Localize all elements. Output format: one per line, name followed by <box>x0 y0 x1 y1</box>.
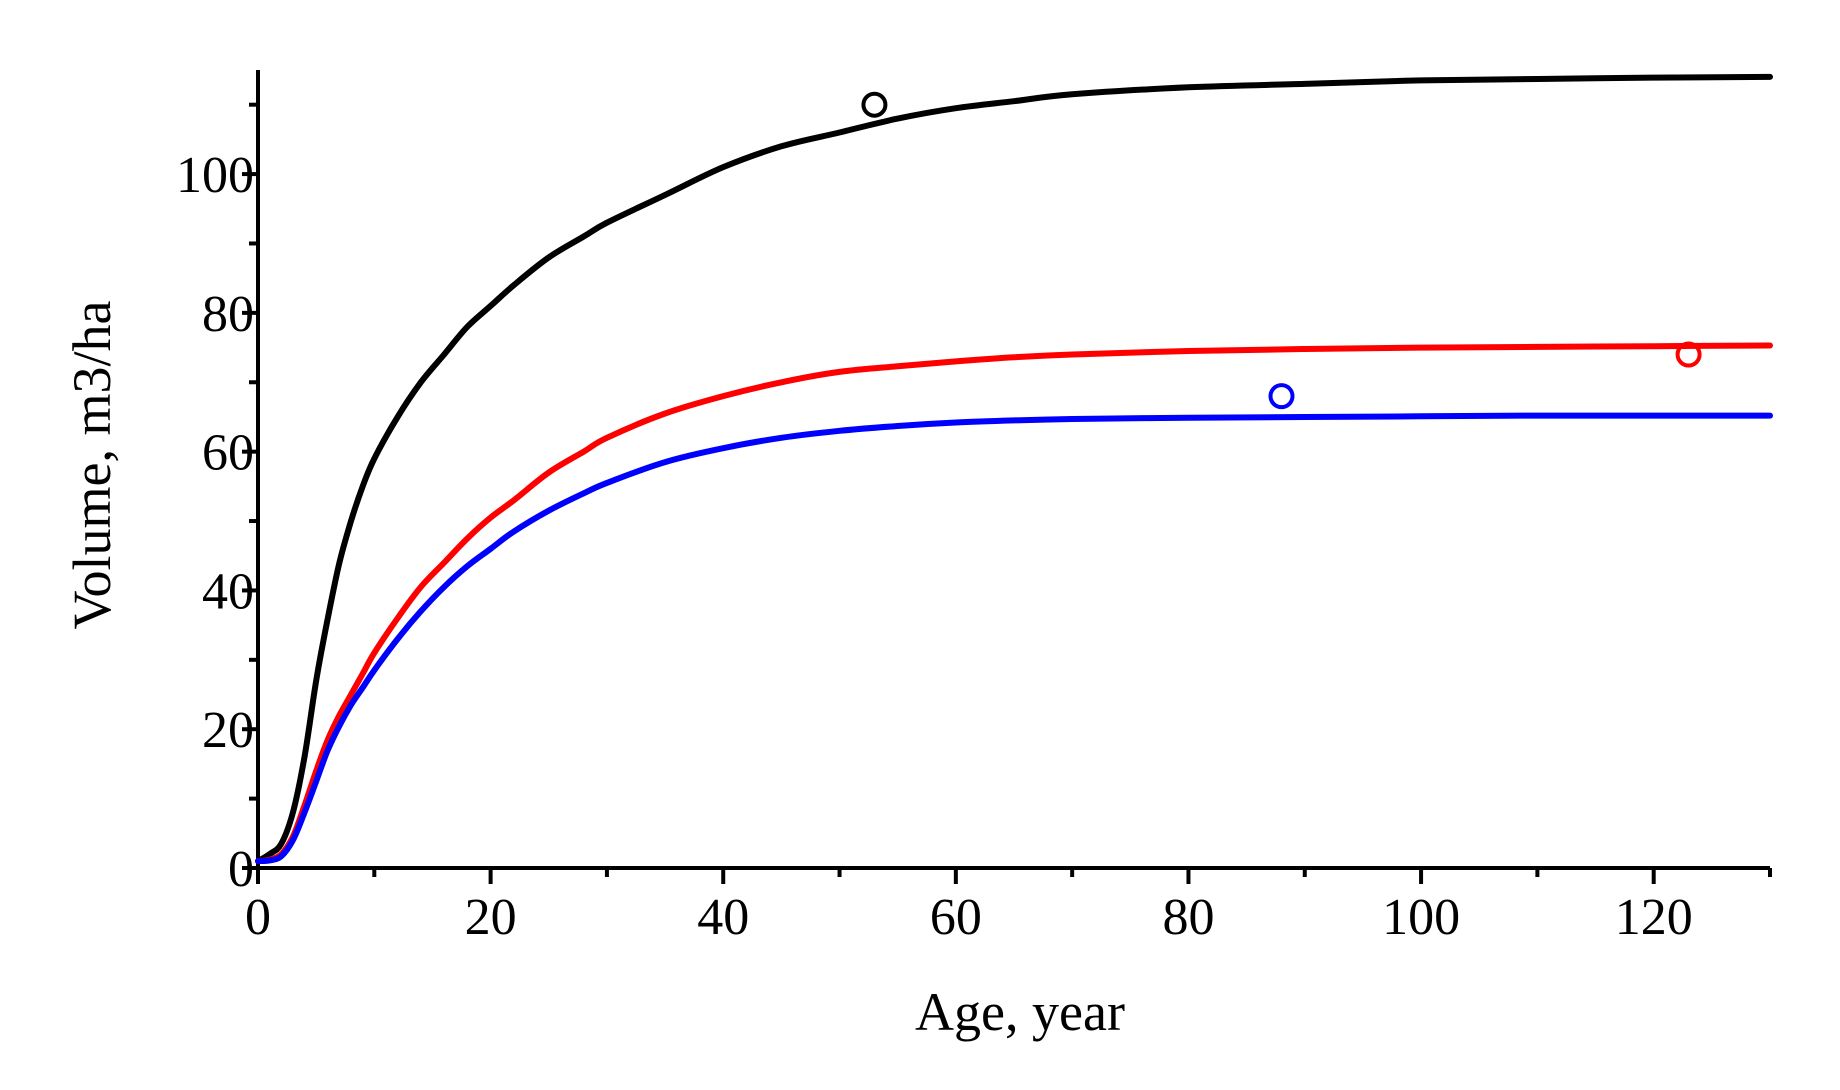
x-tick-label: 100 <box>1382 889 1460 946</box>
x-tick-label: 120 <box>1615 889 1693 946</box>
observed-point-3 <box>1268 383 1295 410</box>
series-points <box>861 91 1702 410</box>
y-tick-label: 20 <box>202 702 254 759</box>
observed-point-2 <box>1675 341 1702 368</box>
series-line-2 <box>255 342 1773 865</box>
y-tick-label: 0 <box>228 841 254 898</box>
x-tick-label: 20 <box>465 889 517 946</box>
series-line-1 <box>255 73 1773 865</box>
y-tick-label: 100 <box>176 147 254 204</box>
y-tick-label: 40 <box>202 563 254 620</box>
x-tick-label: 80 <box>1162 889 1214 946</box>
x-tick-label: 0 <box>245 889 271 946</box>
x-tick-labels: 0 20 40 60 80 100 120 <box>245 889 1693 946</box>
x-axis-title: Age, year <box>915 982 1125 1042</box>
observed-point-1 <box>861 91 888 118</box>
series-line-3 <box>255 412 1773 865</box>
y-axis-title: Volume, m3/ha <box>62 300 122 629</box>
axes <box>242 70 1772 884</box>
x-tick-label: 40 <box>697 889 749 946</box>
y-tick-labels: 0 20 40 60 80 100 <box>176 147 254 898</box>
y-tick-label: 80 <box>202 286 254 343</box>
y-tick-label: 60 <box>202 425 254 482</box>
series-lines <box>255 73 1773 865</box>
x-tick-label: 60 <box>930 889 982 946</box>
